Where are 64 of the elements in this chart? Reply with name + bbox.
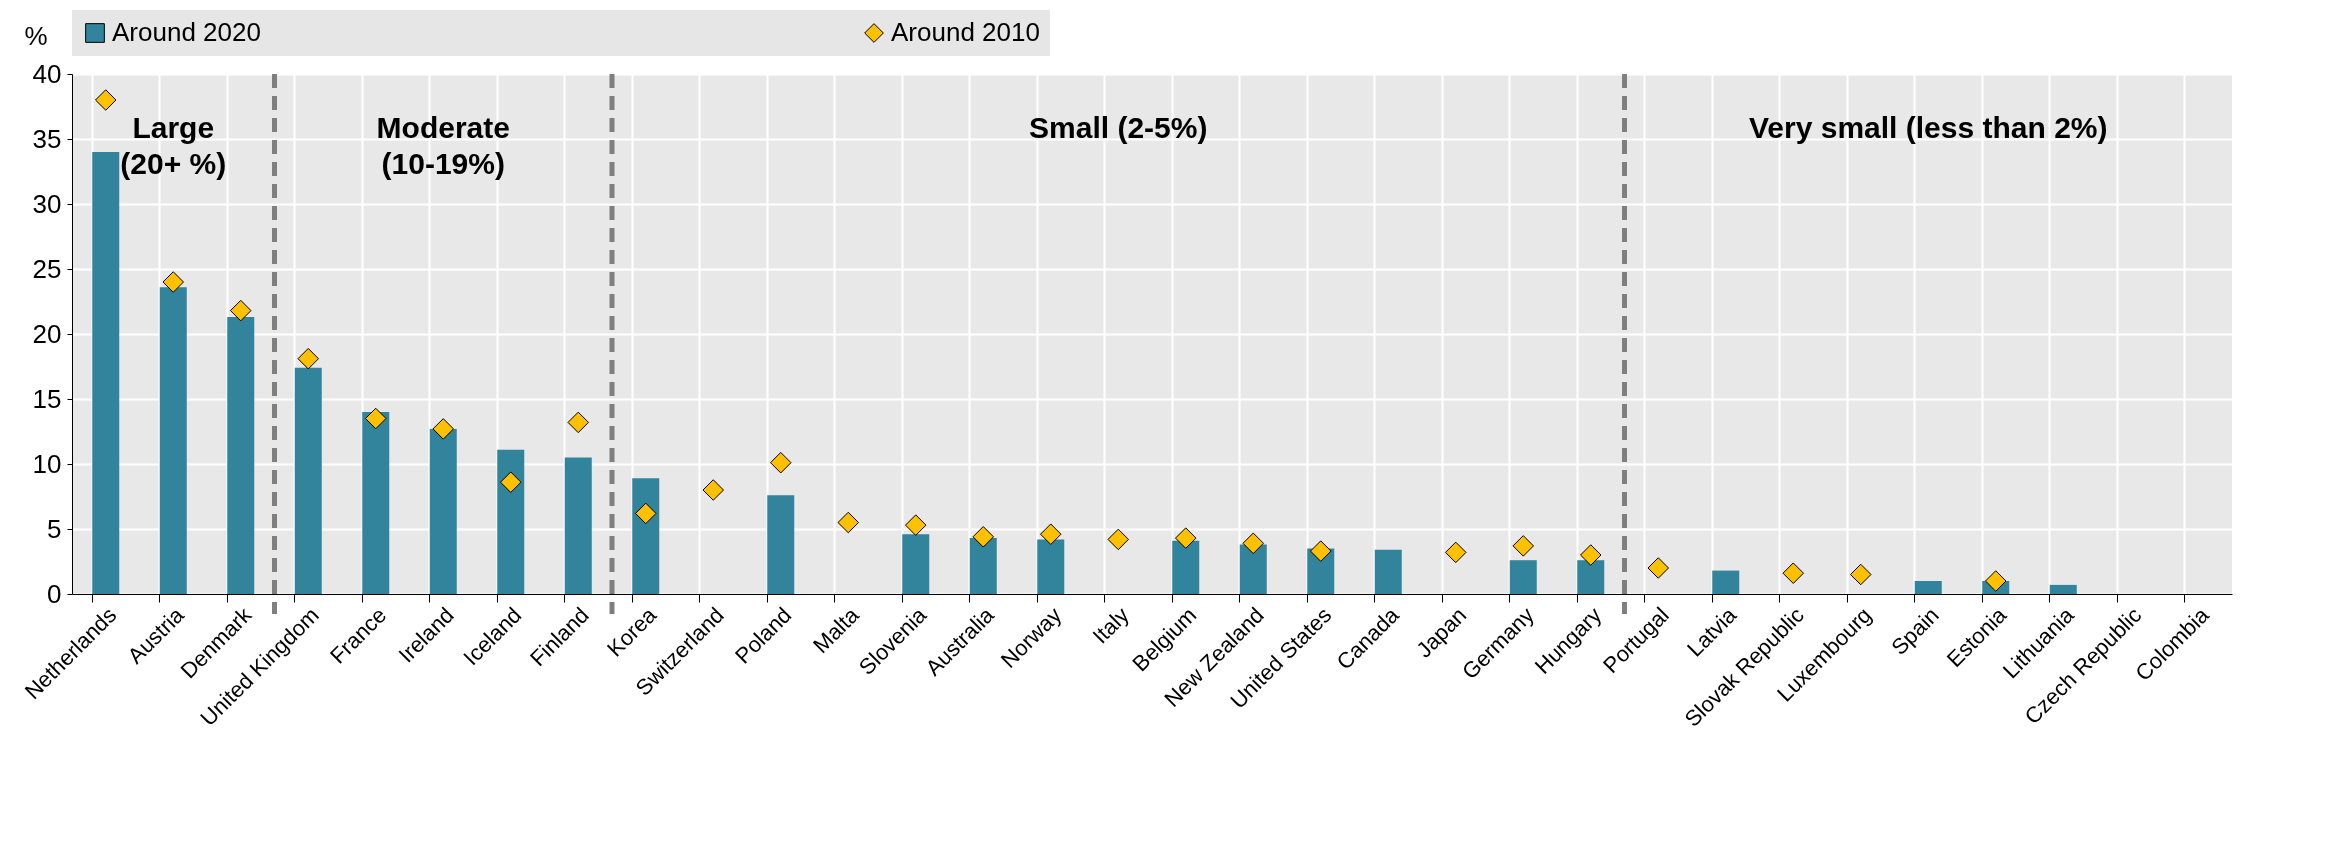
- y-tick-label: 0: [47, 578, 62, 609]
- bar: [1037, 539, 1065, 594]
- bar: [1172, 540, 1200, 594]
- point: [1985, 570, 2007, 592]
- bar: [1577, 560, 1605, 594]
- y-tick-label: 25: [32, 253, 62, 284]
- point: [1107, 528, 1129, 551]
- legend-label: Around 2020: [112, 17, 261, 47]
- point: [297, 347, 319, 370]
- point: [1242, 532, 1264, 555]
- legend-label: Around 2010: [891, 17, 1040, 47]
- y-tick-label: 35: [32, 123, 62, 154]
- bar: [632, 478, 660, 594]
- bar: [1374, 549, 1402, 594]
- point: [432, 418, 454, 440]
- bar: [1509, 560, 1537, 594]
- point: [230, 299, 252, 322]
- point: [635, 502, 657, 525]
- point: [500, 471, 522, 493]
- annotation: Very small (less than 2%): [1748, 111, 2108, 144]
- bar: [92, 152, 120, 594]
- bar: [1712, 570, 1740, 594]
- point: [1647, 557, 1669, 579]
- point: [162, 271, 184, 293]
- bar: [227, 317, 255, 594]
- bar: [497, 449, 525, 594]
- point: [1580, 544, 1602, 566]
- bar: [362, 412, 390, 594]
- bar: [2049, 584, 2077, 594]
- point: [567, 411, 589, 434]
- y-tick-label: 15: [32, 383, 62, 414]
- point: [770, 451, 792, 474]
- point: [1175, 527, 1197, 549]
- point: [1445, 541, 1467, 564]
- point: [365, 407, 387, 430]
- bar: [1914, 581, 1942, 594]
- bar: [767, 495, 795, 594]
- y-tick-label: 20: [32, 318, 62, 349]
- annotation: Large (20+ %): [120, 111, 227, 180]
- y-tick-label: 30: [32, 188, 62, 219]
- bar: [969, 538, 997, 594]
- bar: [294, 367, 322, 594]
- annotation: Small (2-5%): [1029, 111, 1208, 144]
- point: [1040, 523, 1062, 545]
- point: [1512, 535, 1534, 557]
- bar: [429, 428, 457, 594]
- bar: [1239, 544, 1267, 594]
- bar: [159, 287, 187, 594]
- point: [972, 526, 994, 548]
- y-axis-title: %: [24, 20, 48, 51]
- x-tick-label: Italy: [1087, 602, 1134, 649]
- point: [1782, 562, 1804, 584]
- point: [95, 89, 117, 111]
- point: [837, 511, 859, 534]
- point: [1310, 540, 1332, 562]
- point: [1850, 563, 1872, 586]
- bar: [902, 534, 930, 594]
- y-tick-label: 10: [32, 448, 62, 479]
- bar: [564, 457, 592, 594]
- y-tick-label: 40: [32, 58, 62, 89]
- y-tick-label: 5: [47, 513, 62, 544]
- annotation: Moderate (10-19%): [376, 111, 510, 180]
- point: [905, 514, 927, 536]
- point: [702, 479, 724, 501]
